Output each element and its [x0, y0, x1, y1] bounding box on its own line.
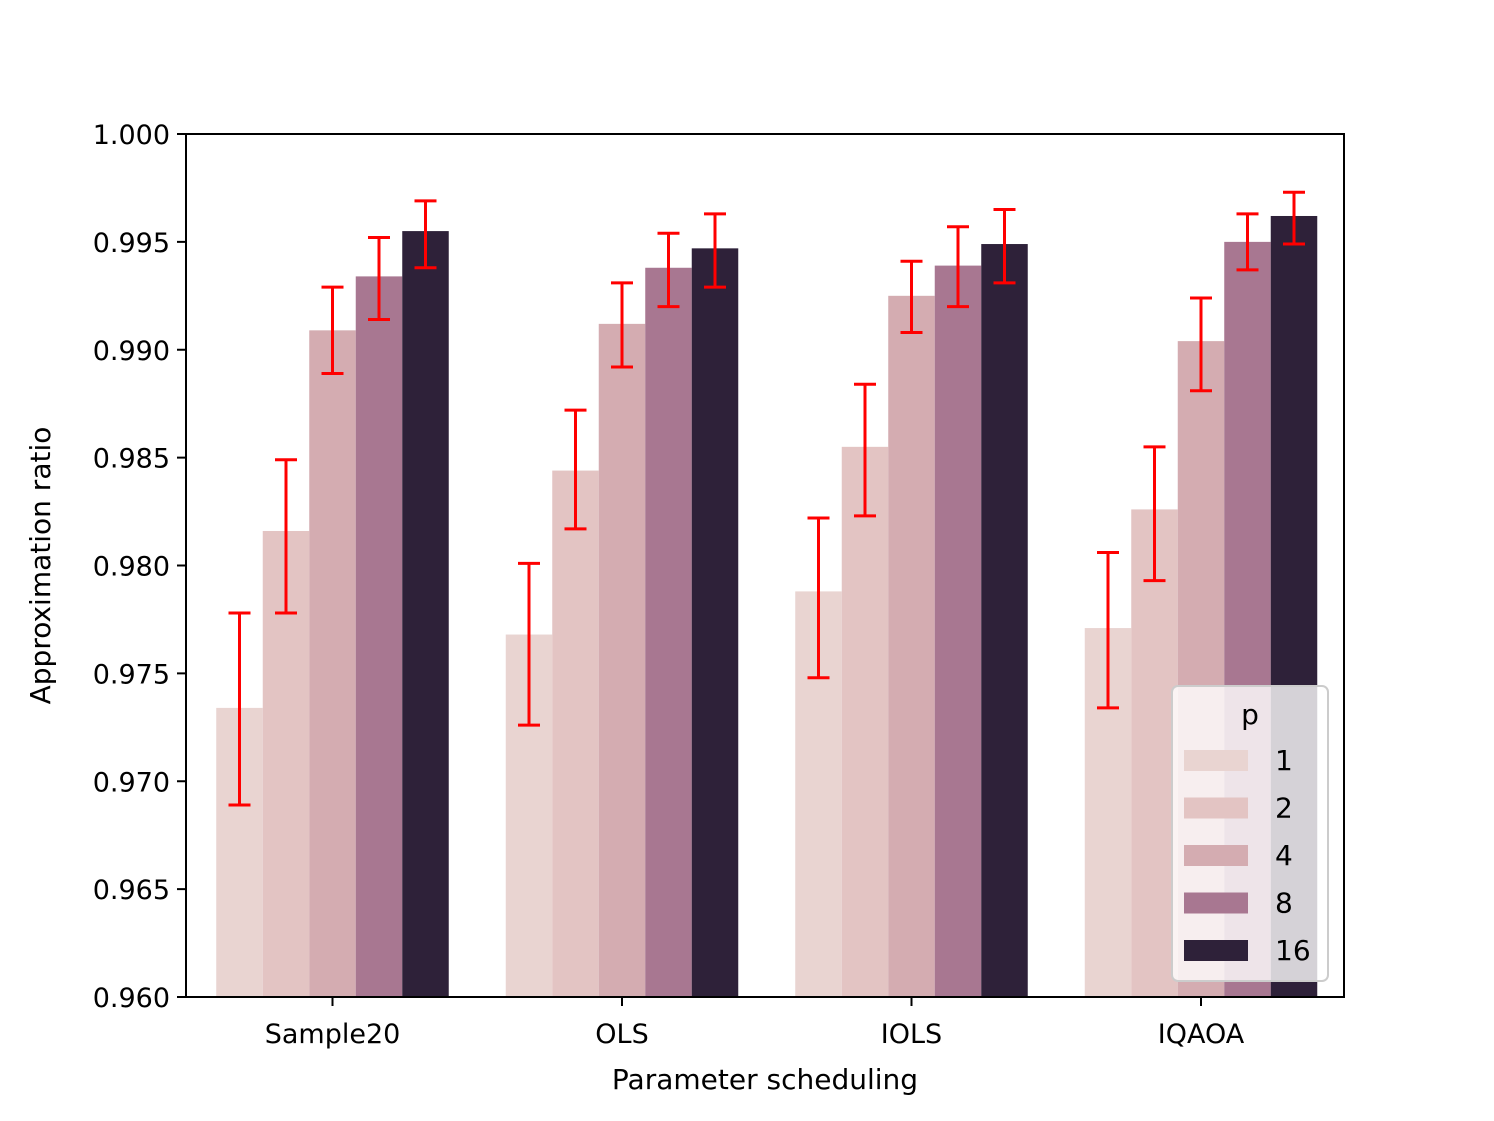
x-tick-label-iqaoa: IQAOA: [1158, 1019, 1245, 1050]
y-tick-label: 1.000: [93, 120, 170, 151]
error-bar-iqaoa-p2: [1143, 445, 1166, 583]
legend-label-p4: 4: [1275, 839, 1293, 872]
error-bar-ols-p2: [564, 408, 587, 531]
legend-label-p2: 2: [1275, 792, 1293, 825]
bar-ols-p16: [691, 248, 739, 997]
error-bar-ols-p8: [657, 231, 680, 309]
legend: p1 2 4 8 16: [1171, 685, 1329, 982]
y-tick-label: 0.975: [93, 659, 170, 690]
bar-sample20-p16: [402, 231, 449, 997]
bar-iols-p16: [981, 244, 1028, 998]
x-tick-label-sample20: Sample20: [265, 1019, 401, 1050]
y-tick-label: 0.980: [93, 552, 170, 583]
y-axis-title: Approximation ratio: [24, 427, 57, 705]
error-bar-ols-p4: [611, 281, 633, 369]
error-bar-iols-p16: [993, 208, 1016, 285]
bar-sample20-p4: [309, 330, 356, 997]
error-bar-iqaoa-p16: [1283, 190, 1305, 246]
bar-ols-p4: [598, 323, 646, 997]
error-bar-sample20-p16: [414, 199, 437, 270]
error-bar-sample20-p4: [321, 285, 344, 375]
legend-swatch-p1: [1184, 750, 1248, 771]
error-bar-sample20-p2: [275, 458, 297, 615]
error-bars-layer: [228, 190, 1305, 807]
bar-sample20-p8: [355, 276, 403, 997]
legend-label-p8: 8: [1275, 887, 1293, 920]
legend-swatch-p16: [1184, 940, 1248, 961]
y-tick-label: 0.985: [93, 444, 170, 475]
error-bar-iols-p1: [807, 516, 830, 680]
x-axis: Sample20 OLS IOLS IQAOA: [265, 997, 1245, 1050]
x-axis-title: Parameter scheduling: [612, 1063, 918, 1096]
legend-swatch-p4: [1184, 845, 1248, 866]
y-axis: 0.960 0.965 0.970 0.975 0.980 0.985 0.990 0.995…: [93, 120, 186, 1014]
bar-iols-p4: [888, 295, 935, 997]
legend-title: p: [1241, 698, 1259, 731]
error-bar-iols-p4: [900, 259, 923, 334]
error-bar-iqaoa-p8: [1236, 212, 1259, 272]
y-tick-label: 0.970: [93, 767, 170, 798]
y-tick-label: 0.995: [93, 228, 170, 259]
bar-iols-p2: [841, 446, 889, 997]
error-bar-sample20-p1: [228, 611, 251, 807]
bar-ols-p8: [645, 267, 692, 997]
legend-swatch-p2: [1184, 797, 1248, 819]
legend-swatch-p8: [1184, 892, 1248, 914]
y-tick-label: 0.965: [93, 875, 170, 906]
bar-iols-p8: [934, 265, 982, 997]
error-bar-ols-p1: [518, 561, 540, 727]
error-bar-iqaoa-p4: [1190, 296, 1212, 393]
error-bar-ols-p16: [704, 212, 726, 289]
legend-label-p16: 16: [1275, 934, 1311, 967]
error-bar-iols-p8: [947, 225, 969, 309]
legend-label-p1: 1: [1275, 744, 1293, 777]
x-tick-label-iols: IOLS: [881, 1019, 942, 1050]
error-bar-iols-p2: [854, 382, 876, 518]
bar-iqaoa-p2: [1131, 509, 1178, 997]
y-tick-label: 0.990: [93, 336, 170, 367]
error-bar-iqaoa-p1: [1097, 551, 1119, 710]
x-tick-label-ols: OLS: [595, 1019, 648, 1050]
y-tick-label: 0.960: [93, 983, 170, 1014]
bar-ols-p2: [552, 470, 599, 997]
error-bar-sample20-p8: [368, 236, 390, 322]
